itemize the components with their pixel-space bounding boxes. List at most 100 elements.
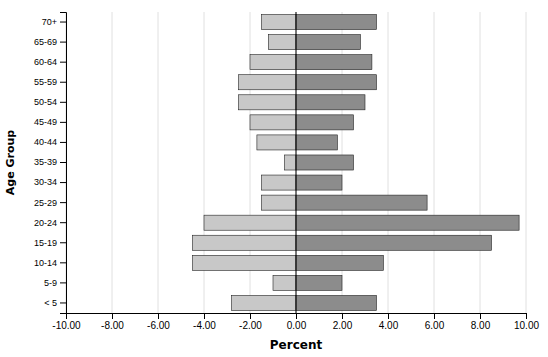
x-tick-label: -6.00 bbox=[147, 320, 170, 331]
bar bbox=[250, 115, 296, 130]
y-tick-mark bbox=[60, 82, 66, 83]
bar bbox=[296, 75, 377, 90]
y-tick: < 5 bbox=[44, 298, 66, 308]
bar bbox=[296, 255, 383, 270]
bar bbox=[296, 35, 360, 50]
x-tick-label: 6.00 bbox=[425, 320, 445, 331]
y-axis-line bbox=[60, 13, 67, 314]
x-tick-label: 4.00 bbox=[379, 320, 399, 331]
y-tick-mark bbox=[60, 242, 66, 243]
x-tick-label: -10.00 bbox=[52, 320, 81, 331]
bar bbox=[296, 55, 372, 70]
bar bbox=[273, 275, 296, 290]
bar bbox=[285, 155, 297, 170]
y-tick-label: 50-54 bbox=[34, 97, 57, 107]
y-tick: 60-64 bbox=[34, 57, 66, 67]
x-tick: -6.00 bbox=[147, 313, 170, 331]
y-tick: 30-34 bbox=[34, 177, 66, 187]
bar bbox=[296, 275, 342, 290]
y-tick-mark bbox=[60, 302, 66, 303]
x-axis-line bbox=[67, 314, 527, 320]
y-tick: 15-19 bbox=[34, 238, 66, 248]
x-axis: -10.00 -8.00 -6.00 -4.00 -2.00 0.00 2.00 4.00 6.… bbox=[52, 313, 539, 331]
y-axis-title: Age Group bbox=[4, 130, 17, 196]
x-tick: -4.00 bbox=[193, 313, 216, 331]
x-tick-label: 8.00 bbox=[471, 320, 491, 331]
bar bbox=[296, 155, 354, 170]
bar bbox=[204, 215, 296, 230]
y-tick-label: 65-69 bbox=[34, 37, 57, 47]
x-tick-label: -2.00 bbox=[239, 320, 262, 331]
y-tick-mark bbox=[60, 122, 66, 123]
grid-line bbox=[158, 12, 159, 313]
y-tick-label: 60-64 bbox=[34, 57, 57, 67]
bar bbox=[296, 195, 427, 210]
y-tick-label: 5-9 bbox=[44, 278, 57, 288]
x-tick: 0.00 bbox=[287, 313, 307, 331]
y-tick-label: 20-24 bbox=[34, 218, 57, 228]
y-tick-mark bbox=[60, 182, 66, 183]
x-tick: 10.00 bbox=[514, 313, 539, 331]
y-tick-label: 15-19 bbox=[34, 238, 57, 248]
grid-line bbox=[388, 12, 389, 313]
bar bbox=[262, 15, 297, 30]
x-tick-mark bbox=[480, 313, 481, 319]
y-tick-label: 70+ bbox=[42, 17, 57, 27]
grid-line bbox=[434, 12, 435, 313]
bar bbox=[250, 55, 296, 70]
x-tick: -2.00 bbox=[239, 313, 262, 331]
bar bbox=[262, 175, 297, 190]
zero-line bbox=[296, 12, 297, 313]
y-tick: 35-39 bbox=[34, 157, 66, 167]
y-tick: 70+ bbox=[42, 17, 66, 27]
bar-series bbox=[296, 15, 519, 311]
x-tick-label: 2.00 bbox=[333, 320, 353, 331]
grid bbox=[66, 12, 526, 313]
chart-svg: -10.00 -8.00 -6.00 -4.00 -2.00 0.00 2.00 4.00 6.… bbox=[0, 0, 548, 357]
y-tick-mark bbox=[60, 142, 66, 143]
y-tick-label: 10-14 bbox=[34, 258, 57, 268]
y-tick: 40-44 bbox=[34, 137, 66, 147]
y-tick-label: 25-29 bbox=[34, 198, 57, 208]
y-tick: 65-69 bbox=[34, 37, 66, 47]
y-tick-label: 40-44 bbox=[34, 137, 57, 147]
x-tick-mark bbox=[342, 313, 343, 319]
x-tick: 2.00 bbox=[333, 313, 353, 331]
y-tick: 20-24 bbox=[34, 218, 66, 228]
x-tick-mark bbox=[388, 313, 389, 319]
y-tick: 55-59 bbox=[34, 77, 66, 87]
bar bbox=[268, 35, 296, 50]
y-tick-label: < 5 bbox=[44, 298, 57, 308]
x-tick-mark bbox=[250, 313, 251, 319]
y-tick: 5-9 bbox=[44, 278, 66, 288]
bar-series bbox=[193, 15, 297, 311]
x-tick: 6.00 bbox=[425, 313, 445, 331]
x-tick-mark bbox=[112, 313, 113, 319]
x-tick: 8.00 bbox=[471, 313, 491, 331]
x-tick: -8.00 bbox=[101, 313, 124, 331]
chart-container: -10.00 -8.00 -6.00 -4.00 -2.00 0.00 2.00 4.00 6.… bbox=[0, 0, 548, 357]
y-axis: 70+ 65-69 60-64 55-59 50-54 45-49 40-44 35-39 30… bbox=[34, 13, 67, 314]
bar bbox=[296, 135, 337, 150]
y-tick-mark bbox=[60, 22, 66, 23]
x-tick: -10.00 bbox=[52, 313, 81, 331]
bar bbox=[296, 215, 519, 230]
y-tick: 45-49 bbox=[34, 117, 66, 127]
x-tick-mark bbox=[434, 313, 435, 319]
plot: -10.00 -8.00 -6.00 -4.00 -2.00 0.00 2.00 4.00 6.… bbox=[34, 12, 539, 331]
grid-line bbox=[480, 12, 481, 313]
y-tick-mark bbox=[60, 62, 66, 63]
x-tick-mark bbox=[296, 313, 297, 319]
x-tick-label: 10.00 bbox=[514, 320, 539, 331]
bar bbox=[257, 135, 296, 150]
bar bbox=[296, 95, 365, 110]
bar bbox=[239, 95, 297, 110]
grid-line bbox=[112, 12, 113, 313]
y-tick-mark bbox=[60, 202, 66, 203]
y-tick-mark bbox=[60, 42, 66, 43]
grid-line bbox=[526, 12, 527, 313]
x-tick-mark bbox=[204, 313, 205, 319]
y-tick: 50-54 bbox=[34, 97, 66, 107]
bars bbox=[193, 15, 520, 311]
y-tick-label: 30-34 bbox=[34, 177, 57, 187]
